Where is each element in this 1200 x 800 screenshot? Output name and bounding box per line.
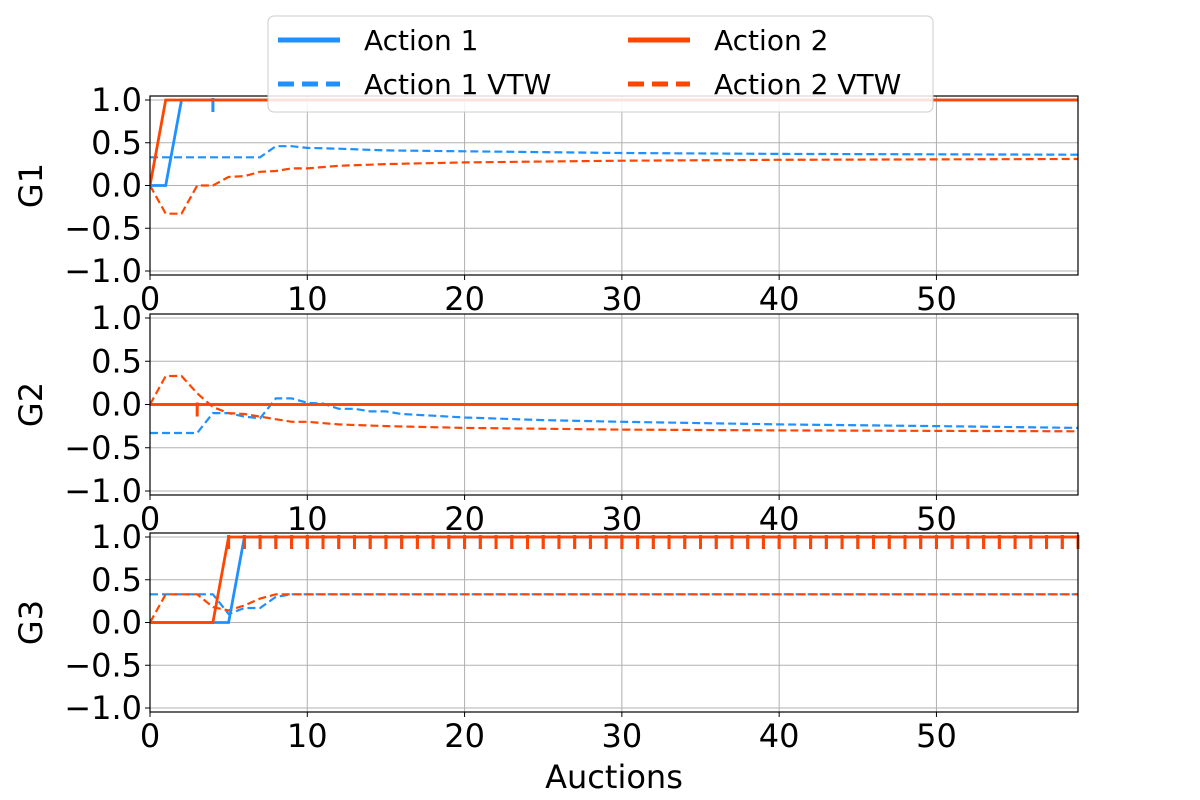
y-axis-label: G2 xyxy=(12,382,50,427)
x-tick-label: 0 xyxy=(140,717,160,755)
y-tick-label: −0.5 xyxy=(64,209,142,247)
y-tick-label: 0.5 xyxy=(91,342,142,380)
y-tick-label: −1.0 xyxy=(64,252,142,290)
y-tick-label: 0.0 xyxy=(91,604,142,642)
x-tick-label: 30 xyxy=(602,280,643,318)
y-tick-label: −0.5 xyxy=(64,429,142,467)
y-tick-label: 0.0 xyxy=(91,386,142,424)
series-action-2-vtw-line xyxy=(150,157,1079,215)
x-tick-label: 0 xyxy=(140,500,160,538)
x-tick-label: 10 xyxy=(287,280,328,318)
legend-label: Action 1 xyxy=(364,24,478,57)
series-action-1-vtw-line xyxy=(150,397,1079,435)
y-tick-label: 1.0 xyxy=(91,518,142,556)
x-axis-label: Auctions xyxy=(545,758,683,796)
plot-area xyxy=(150,535,1080,624)
y-tick-label: 0.5 xyxy=(91,561,142,599)
x-tick-label: 40 xyxy=(759,500,800,538)
series-action-2-vtw-line xyxy=(150,374,1079,433)
y-tick-label: 0.0 xyxy=(91,167,142,205)
x-tick-label: 20 xyxy=(444,280,485,318)
y-tick-label: −0.5 xyxy=(64,646,142,684)
x-tick-label: 40 xyxy=(759,717,800,755)
series-action-1-vtw-line xyxy=(150,593,1078,616)
y-axis-label: G1 xyxy=(12,163,50,208)
x-tick-label: 0 xyxy=(140,280,160,318)
x-tick-label: 50 xyxy=(916,717,957,755)
x-tick-label: 20 xyxy=(444,717,485,755)
panel-1: −1.0 −0.5 0.0 0.5 1.0 0 10 20 30 40 50 G1 xyxy=(12,81,1079,318)
series-action-2-vtw-line xyxy=(150,593,1078,624)
x-tick-label: 50 xyxy=(916,280,957,318)
x-tick-label: 20 xyxy=(444,500,485,538)
y-tick-label: 1.0 xyxy=(91,81,142,119)
y-axis-label: G3 xyxy=(12,600,50,645)
plot-area xyxy=(150,374,1079,435)
x-tick-label: 30 xyxy=(602,717,643,755)
legend-label: Action 1 VTW xyxy=(364,68,551,101)
legend-label: Action 2 xyxy=(714,24,828,57)
panel-3: −1.0 −0.5 0.0 0.5 1.0 0 10 20 30 40 50 G3 Auctions xyxy=(12,518,1080,796)
y-tick-label: −1.0 xyxy=(64,689,142,727)
legend: Action 1 Action 2 Action 1 VTW Action 2 VTW xyxy=(267,15,934,113)
y-tick-label: 0.5 xyxy=(91,124,142,162)
y-tick-label: 1.0 xyxy=(91,299,142,337)
legend-label: Action 2 VTW xyxy=(714,68,901,101)
y-tick-label: −1.0 xyxy=(64,472,142,510)
legend-box xyxy=(267,15,934,113)
panel-2: −1.0 −0.5 0.0 0.5 1.0 0 10 20 30 40 50 G2 xyxy=(12,299,1079,538)
x-tick-label: 30 xyxy=(602,500,643,538)
x-tick-label: 40 xyxy=(759,280,800,318)
x-tick-label: 10 xyxy=(287,500,328,538)
plot-area xyxy=(150,98,1079,215)
series-action-1-vtw-line xyxy=(150,145,1079,159)
x-tick-label: 50 xyxy=(916,500,957,538)
x-tick-label: 10 xyxy=(287,717,328,755)
